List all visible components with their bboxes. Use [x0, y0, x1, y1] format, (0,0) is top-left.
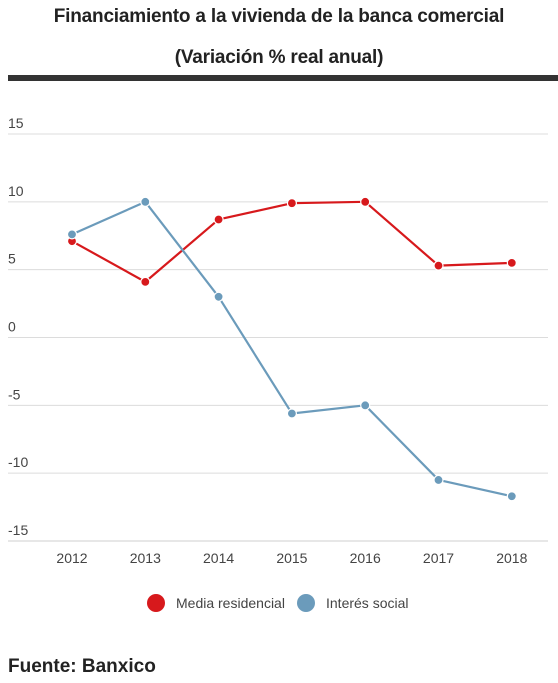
data-point	[433, 474, 444, 486]
x-tick-label: 2012	[56, 550, 87, 566]
x-tick-label: 2018	[496, 550, 527, 566]
data-point	[360, 400, 371, 411]
data-point	[286, 408, 297, 419]
x-tick-label: 2015	[276, 550, 307, 566]
y-tick-label: -15	[8, 522, 28, 538]
data-point	[286, 198, 297, 209]
data-point	[360, 196, 371, 207]
source-note: Fuente: Banxico	[8, 656, 156, 677]
data-point	[506, 257, 517, 268]
y-tick-label: 10	[8, 183, 24, 199]
chart-subtitle: (Variación % real anual)	[174, 47, 384, 68]
data-point	[140, 276, 151, 287]
chart-title: Financiamiento a la vivienda de la banca…	[53, 6, 505, 27]
series-line	[71, 200, 513, 498]
x-tick-label: 2014	[203, 550, 234, 566]
x-tick-label: 2013	[130, 550, 161, 566]
data-point	[506, 491, 517, 502]
legend-marker	[147, 594, 165, 612]
data-point	[140, 196, 151, 207]
y-axis-ticks: 15 10 5 0 -5 -10 -15	[8, 115, 28, 538]
legend-marker	[297, 594, 315, 612]
x-tick-label: 2017	[423, 550, 454, 566]
title-divider	[8, 75, 558, 81]
y-tick-label: 5	[8, 251, 16, 267]
data-point	[66, 229, 78, 240]
y-tick-label: -10	[8, 454, 28, 470]
data-point	[433, 260, 444, 271]
legend-label: Interés social	[326, 595, 408, 611]
data-point	[213, 291, 224, 302]
y-tick-label: 15	[8, 115, 24, 131]
x-axis-ticks: 2012 2013 2014 2015 2016 2017 2018	[56, 550, 527, 566]
series-group	[66, 196, 517, 502]
legend-label: Media residencial	[176, 595, 285, 611]
legend: Media residencial Interés social	[147, 594, 408, 612]
data-point	[213, 214, 224, 225]
x-tick-label: 2016	[350, 550, 381, 566]
y-tick-label: 0	[8, 319, 16, 335]
y-tick-label: -5	[8, 386, 21, 402]
gridlines	[8, 133, 548, 542]
